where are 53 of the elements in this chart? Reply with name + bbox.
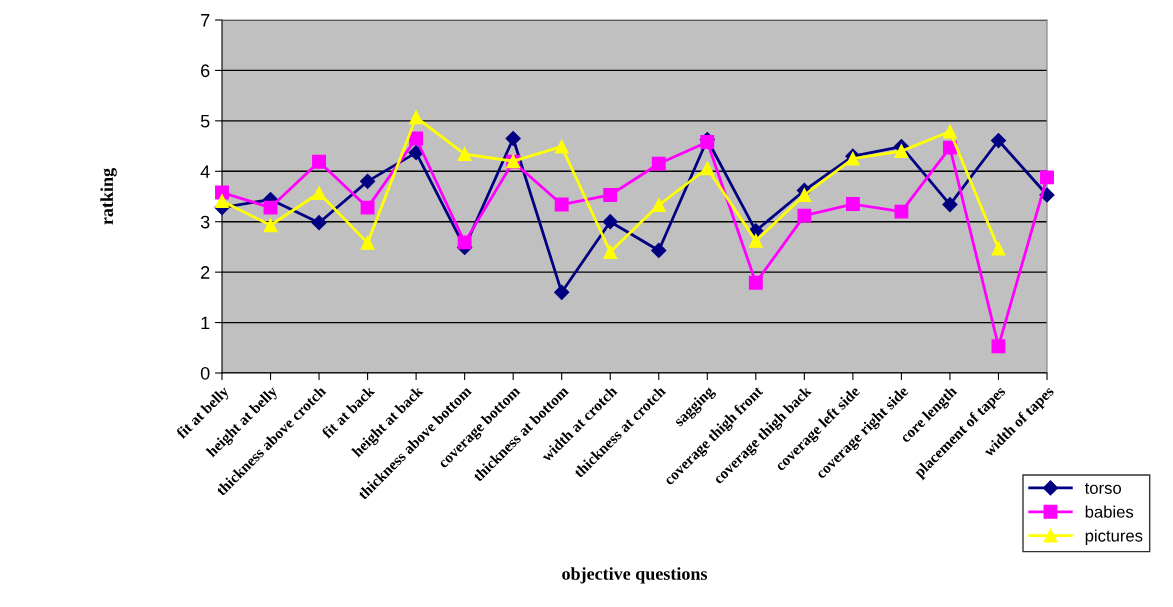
point [554, 197, 569, 212]
point [797, 188, 812, 202]
x-axis-title: objective questions [562, 567, 708, 584]
point [651, 156, 666, 171]
point [312, 154, 327, 169]
point [360, 173, 376, 189]
y-tick-label: 7 [201, 14, 210, 27]
point [554, 284, 570, 300]
point [748, 275, 763, 290]
y-tick-label: 6 [201, 64, 210, 78]
point [215, 194, 229, 208]
y-tick-label: 1 [201, 316, 210, 330]
point [409, 131, 424, 146]
point [990, 132, 1007, 149]
point [651, 198, 666, 213]
y-tick-label: 3 [200, 215, 210, 229]
point [651, 242, 667, 259]
point [797, 208, 812, 223]
point [991, 339, 1006, 354]
point [894, 144, 909, 159]
point [603, 245, 618, 259]
point [991, 241, 1006, 256]
point [312, 186, 327, 200]
point [360, 200, 375, 215]
point [554, 139, 569, 154]
legend-label: torso [1084, 482, 1122, 494]
y-tick-label: 0 [200, 366, 210, 380]
point [603, 188, 618, 202]
y-axis-title: ratking [100, 168, 117, 225]
point [409, 110, 424, 125]
point [942, 196, 958, 213]
point [602, 214, 618, 230]
y-tick-label: 4 [200, 165, 210, 178]
point [845, 197, 860, 212]
point [263, 218, 278, 233]
legend-label: babies [1085, 505, 1134, 518]
point [360, 235, 375, 250]
point [311, 215, 327, 231]
point [700, 161, 715, 176]
legend-label: pictures [1085, 529, 1143, 545]
point [942, 140, 957, 155]
point [700, 135, 715, 149]
point [1040, 170, 1054, 185]
point [942, 124, 957, 139]
point [457, 147, 472, 162]
point [894, 204, 909, 219]
point [408, 145, 424, 161]
y-tick-label: 5 [200, 114, 210, 128]
point [263, 200, 278, 215]
point [457, 235, 472, 250]
y-tick-label: 2 [201, 266, 210, 279]
point [505, 130, 521, 147]
point [748, 233, 763, 248]
